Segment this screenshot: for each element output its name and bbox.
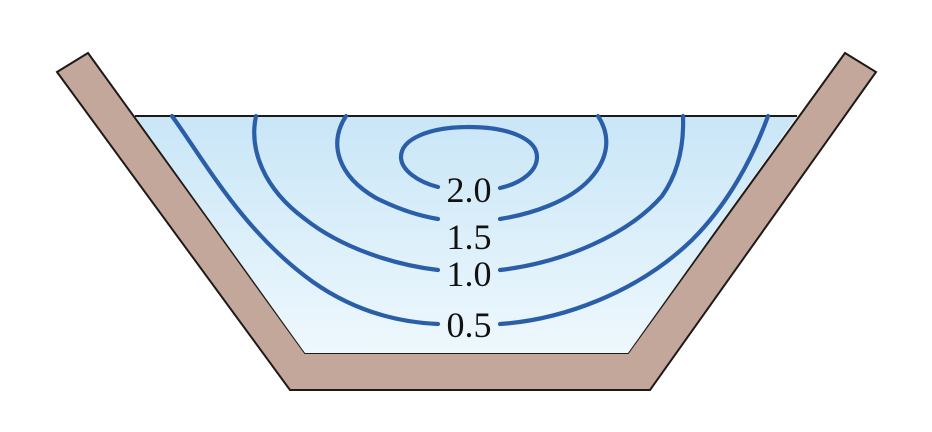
channel-wall (55, 51, 878, 391)
contour-label-2-0: 2.0 (447, 170, 492, 210)
contour-line-1-0 (252, 113, 686, 273)
contour-line-2-0 (398, 124, 540, 191)
contour-line-0-5 (169, 113, 771, 327)
contour-labels: 2.0 1.5 1.0 0.5 (447, 170, 492, 345)
contour-line-1-5 (335, 113, 609, 222)
contour-label-1-0: 1.0 (447, 254, 492, 294)
contour-label-1-5: 1.5 (447, 217, 492, 257)
water-body (135, 116, 797, 353)
velocity-contours (169, 113, 771, 327)
contour-label-0-5: 0.5 (447, 305, 492, 345)
channel (55, 51, 878, 391)
